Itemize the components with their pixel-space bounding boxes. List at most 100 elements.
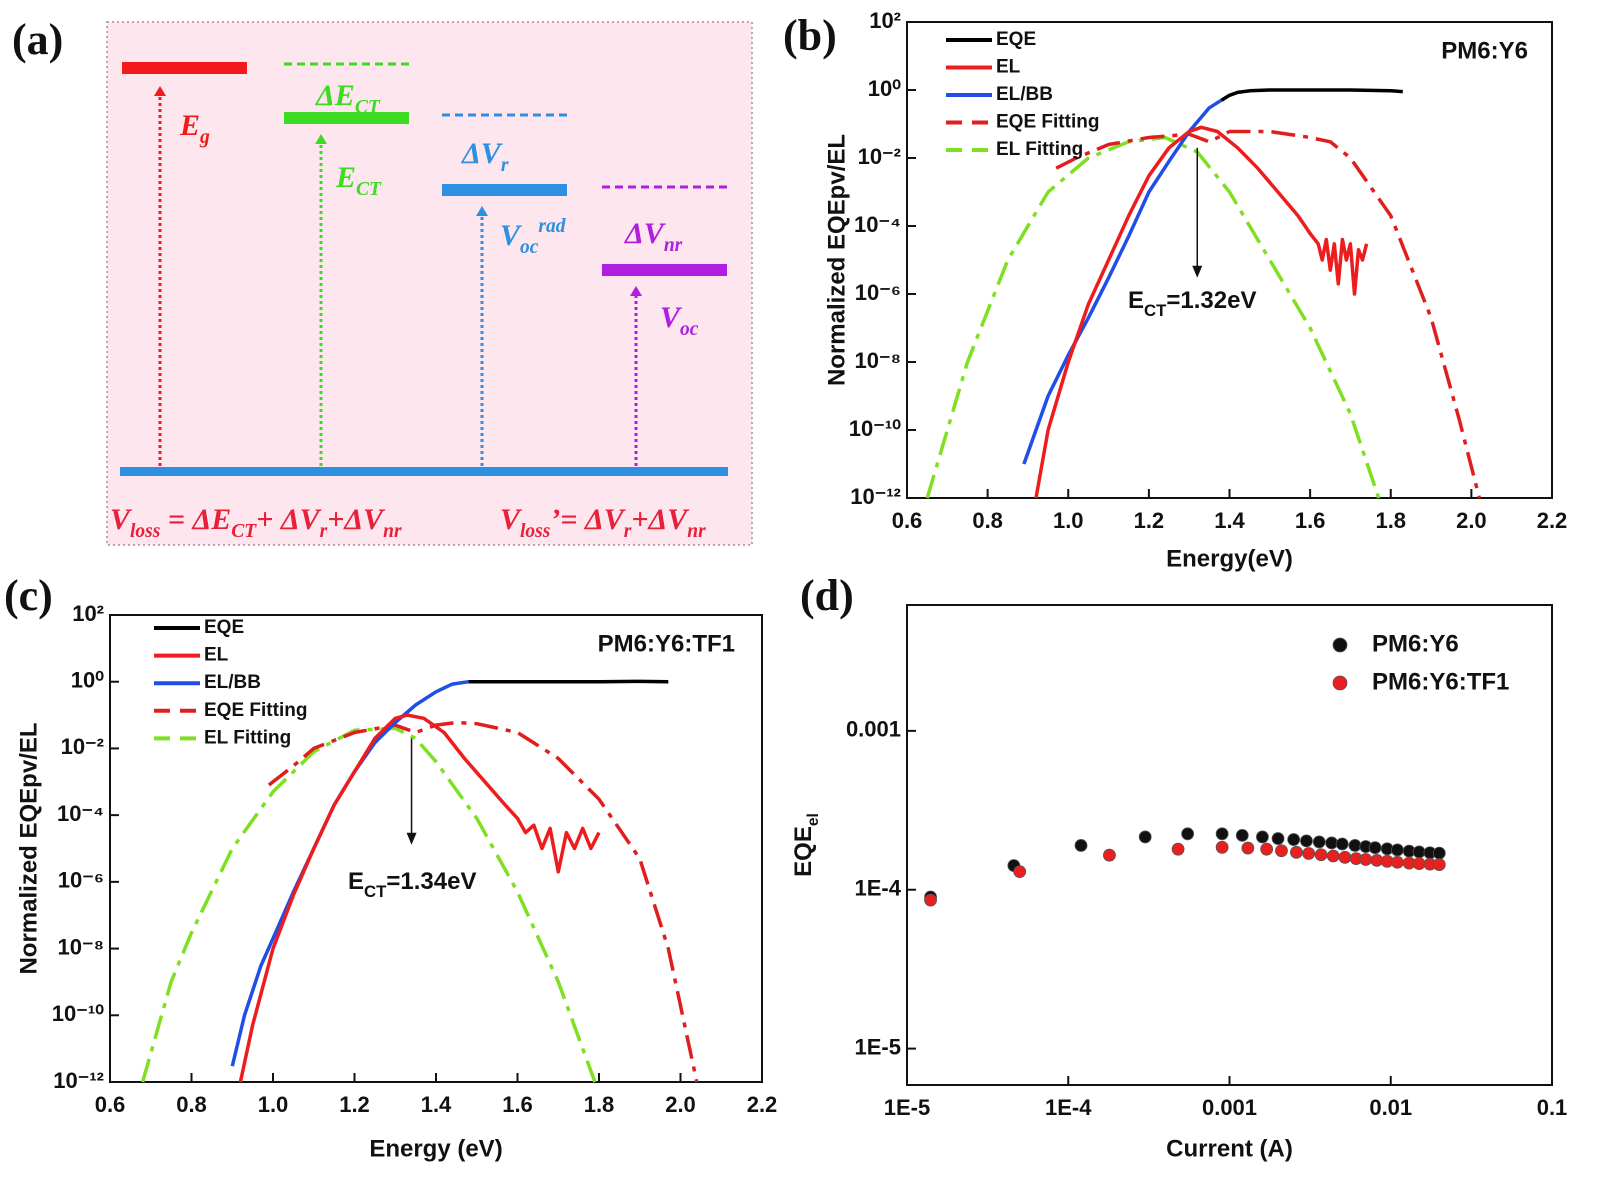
- data-point: [1171, 842, 1185, 856]
- data-point: [1241, 841, 1255, 855]
- data-point: [1412, 857, 1426, 871]
- panel-label: (b): [783, 11, 837, 60]
- energy-level: [284, 112, 409, 124]
- formula-part: r: [624, 521, 632, 542]
- arrow-label-part: V: [500, 219, 523, 252]
- y-axis-label-part: el: [805, 813, 822, 826]
- panel-label: (d): [800, 571, 854, 620]
- formula-part: +ΔV: [631, 503, 690, 536]
- formula-part: ’= ΔV: [550, 503, 626, 536]
- formula: Vloss = ΔECT+ ΔVr+ΔVnr: [110, 503, 402, 542]
- formula-part: nr: [687, 521, 706, 542]
- series-line: [267, 720, 699, 1083]
- y-tick-label: 10⁻¹²: [53, 1068, 104, 1093]
- formula-part: V: [500, 503, 523, 536]
- y-tick-label: 10⁻⁸: [855, 348, 901, 373]
- legend-label: EQE: [204, 617, 244, 638]
- formula: Vloss’= ΔVr+ΔVnr: [500, 503, 706, 542]
- ect-label-part: E: [1128, 287, 1144, 314]
- data-point: [1013, 865, 1027, 879]
- series-line: [1220, 88, 1403, 102]
- x-tick-label: 1.6: [502, 1092, 533, 1117]
- gap-label-part: r: [501, 155, 509, 176]
- formula-part: CT: [231, 521, 257, 542]
- arrow-label: Vocrad: [500, 216, 566, 258]
- data-point: [1368, 841, 1382, 855]
- sample-label: PM6:Y6: [1441, 37, 1528, 64]
- x-tick-label: 2.2: [1537, 508, 1568, 533]
- formula-part: +ΔV: [327, 503, 386, 536]
- data-point: [1326, 849, 1340, 863]
- data-point: [1215, 827, 1229, 841]
- y-tick-label: 10⁻⁶: [58, 868, 104, 893]
- data-point: [1325, 836, 1339, 850]
- arrow-label-part: oc: [680, 319, 699, 340]
- arrow-head: [1192, 265, 1203, 278]
- formula-part: V: [110, 503, 133, 536]
- gap-label: ΔVnr: [624, 217, 683, 256]
- y-tick-label: 10⁻²: [61, 734, 104, 759]
- y-tick-label: 1E-5: [855, 1034, 901, 1059]
- x-tick-label: 0.8: [972, 508, 1003, 533]
- data-point: [1260, 842, 1274, 856]
- arrow-label-part: E: [179, 109, 200, 142]
- x-tick-label: 1.2: [339, 1092, 370, 1117]
- data-point: [1256, 830, 1269, 844]
- y-tick-label: 10⁻²: [858, 144, 901, 169]
- legend-label: EQE Fitting: [204, 700, 307, 721]
- formula-part: loss: [130, 521, 160, 542]
- gap-label-part: ΔV: [461, 137, 504, 170]
- data-point: [1103, 848, 1116, 862]
- x-tick-label: 1.4: [421, 1092, 452, 1117]
- arrow-label: Voc: [660, 301, 699, 340]
- data-point: [1338, 850, 1352, 864]
- y-tick-label: 10⁰: [71, 668, 104, 693]
- gap-label-part: CT: [355, 97, 381, 118]
- x-tick-label: 2.0: [665, 1092, 696, 1117]
- arrow-head: [154, 86, 166, 96]
- arrow-label-part: E: [335, 161, 356, 194]
- series-line: [1034, 125, 1369, 499]
- x-tick-label: 2.2: [747, 1092, 778, 1117]
- legend-swatch: [1332, 637, 1348, 653]
- legend-label: EL/BB: [996, 84, 1053, 105]
- gap-label-part: nr: [664, 235, 683, 256]
- panel-label: (c): [4, 571, 53, 620]
- x-tick-label: 0.001: [1202, 1095, 1257, 1120]
- x-tick-label: 1.2: [1134, 508, 1165, 533]
- data-point: [1302, 847, 1316, 860]
- ect-label: ECT=1.32eV: [1128, 287, 1256, 320]
- ect-label: ECT=1.34eV: [348, 868, 476, 901]
- legend-label: EQE: [996, 29, 1036, 50]
- data-point: [1138, 830, 1152, 844]
- legend-label: EL/BB: [204, 672, 261, 693]
- panel-label: (a): [12, 15, 63, 64]
- ect-label-part: =1.34eV: [386, 868, 476, 895]
- arrow-label-part: g: [199, 127, 210, 148]
- data-point: [1432, 846, 1446, 860]
- formula-part: = ΔE: [160, 503, 231, 536]
- gap-label: ΔECT: [315, 79, 381, 118]
- sample-label: PM6:Y6:TF1: [598, 630, 735, 657]
- x-tick-label: 1E-5: [884, 1095, 930, 1120]
- ect-label-part: CT: [1144, 301, 1167, 320]
- series-line: [1022, 98, 1223, 465]
- legend-label: EQE Fitting: [996, 112, 1099, 133]
- x-tick-label: 0.6: [892, 508, 923, 533]
- legend-label: EL: [204, 645, 229, 666]
- arrow-head: [630, 286, 642, 296]
- data-point: [1391, 843, 1404, 857]
- formula-part: r: [320, 521, 328, 542]
- data-point: [1290, 845, 1303, 859]
- x-tick-label: 0.6: [95, 1092, 126, 1117]
- formula-part: loss: [520, 521, 550, 542]
- x-tick-label: 1.0: [1053, 508, 1084, 533]
- gap-label: ΔVr: [461, 137, 509, 176]
- energy-level: [122, 62, 247, 74]
- data-point: [1359, 853, 1373, 866]
- x-tick-label: 0.8: [176, 1092, 207, 1117]
- y-axis-label-part: EQE: [790, 826, 817, 877]
- arrow-head: [476, 206, 488, 216]
- data-point: [1432, 858, 1446, 871]
